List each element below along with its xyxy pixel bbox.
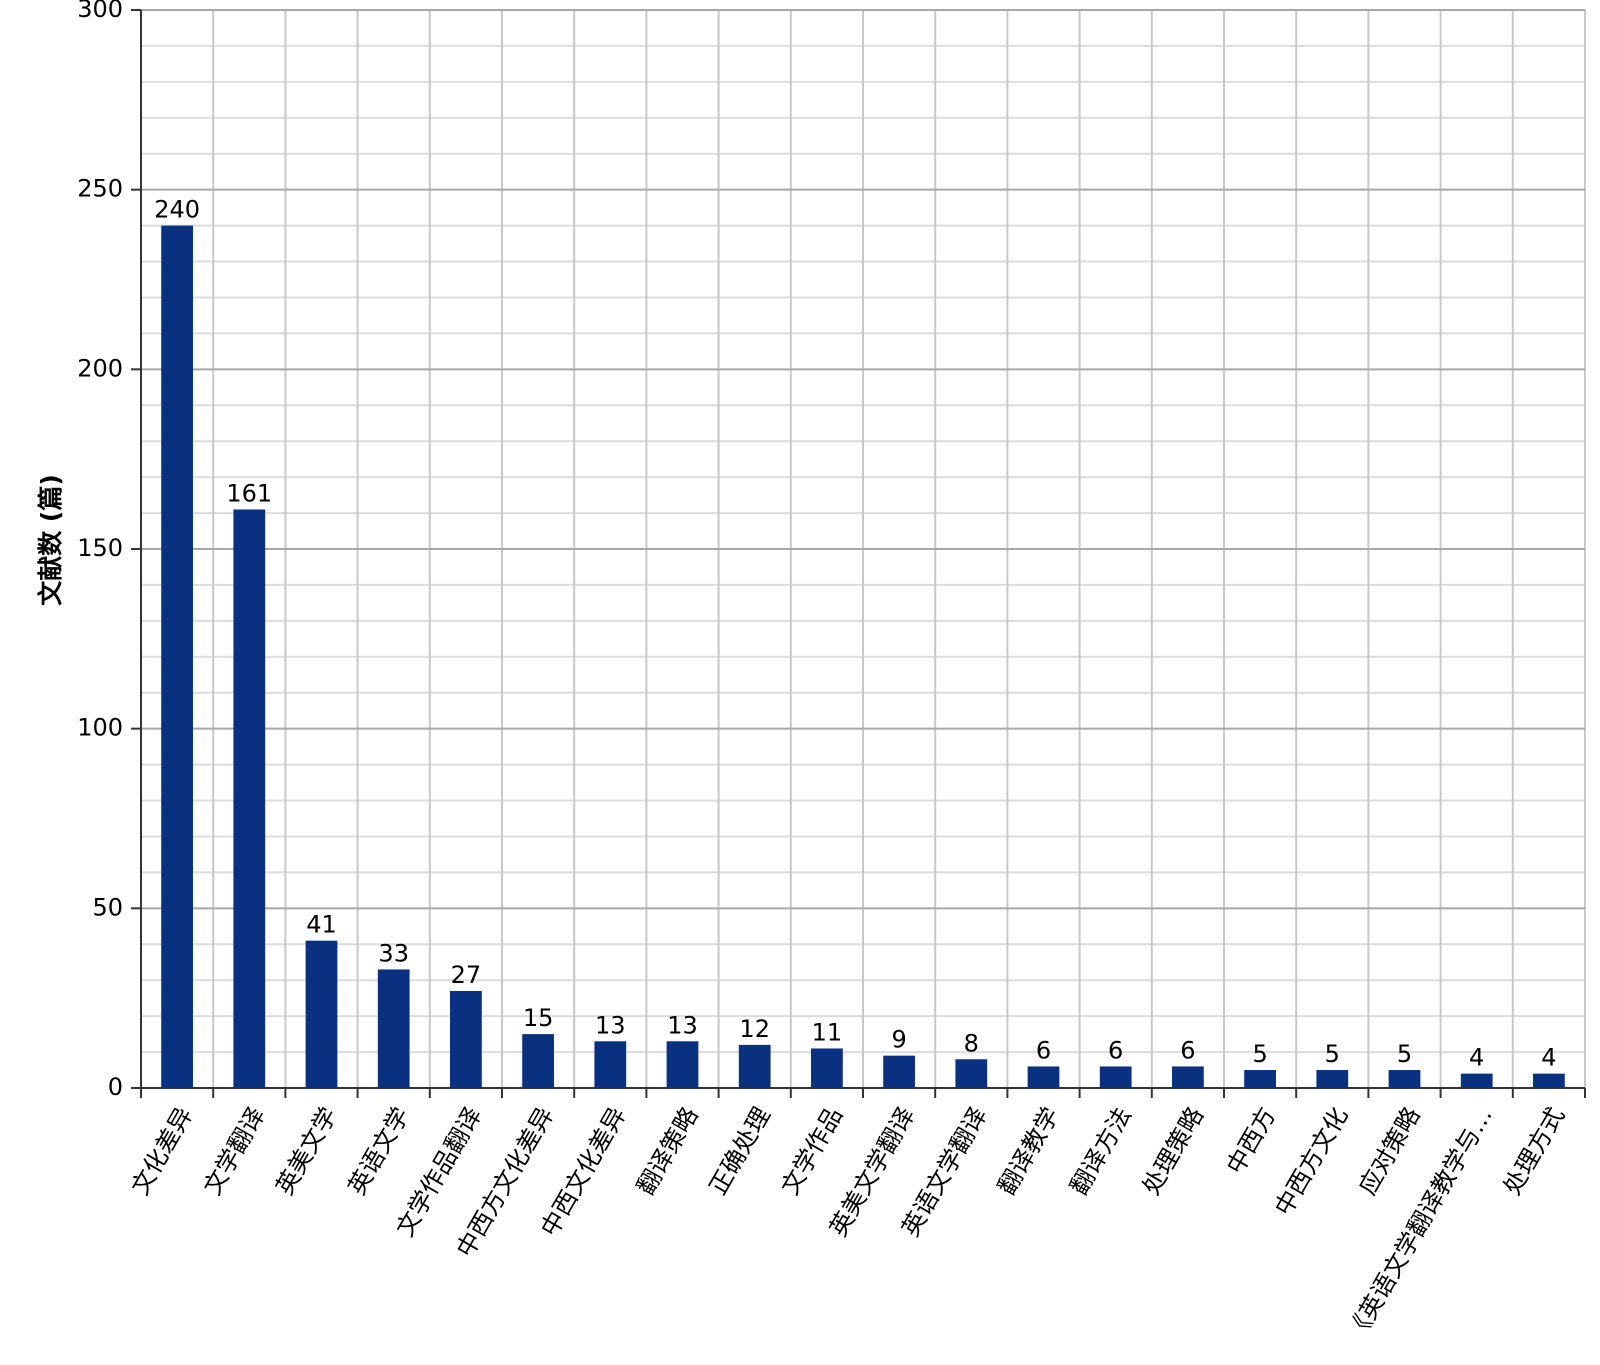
- value-label: 41: [306, 911, 337, 939]
- bar: [738, 1044, 771, 1088]
- value-label: 5: [1325, 1040, 1340, 1068]
- value-label: 6: [1036, 1036, 1051, 1064]
- bar: [594, 1041, 627, 1088]
- bar: [1533, 1073, 1565, 1088]
- x-tick-label: 翻译方法: [1065, 1103, 1137, 1200]
- y-tick-label: 0: [108, 1073, 123, 1101]
- value-label: 9: [891, 1026, 906, 1054]
- bar: [522, 1034, 554, 1088]
- value-label: 13: [595, 1011, 626, 1039]
- value-label: 5: [1252, 1040, 1267, 1068]
- y-tick-label: 300: [77, 0, 123, 23]
- bar: [811, 1048, 843, 1088]
- value-label: 15: [523, 1004, 554, 1032]
- value-label: 27: [451, 961, 482, 989]
- value-label: 8: [964, 1029, 979, 1057]
- bar: [305, 940, 338, 1088]
- y-tick-label: 100: [77, 714, 123, 742]
- x-tick-label: 英语文学: [343, 1103, 415, 1200]
- bar: [1172, 1066, 1204, 1088]
- x-tick-label: 处理方式: [1498, 1103, 1570, 1200]
- bar: [955, 1059, 988, 1088]
- value-label: 6: [1180, 1036, 1195, 1064]
- x-tick-label: 文化差异: [126, 1103, 198, 1200]
- x-tick-label: 正确处理: [704, 1103, 776, 1200]
- value-label: 33: [378, 939, 409, 967]
- x-tick-label: 中西方: [1221, 1103, 1281, 1179]
- bar: [450, 990, 482, 1088]
- bar: [161, 225, 193, 1089]
- x-tick-label: 应对策略: [1354, 1103, 1426, 1200]
- x-tick-label: 处理策略: [1137, 1103, 1209, 1200]
- x-tick-label: 中西方文化: [1269, 1103, 1353, 1221]
- x-tick-label: 英美文学: [271, 1103, 343, 1200]
- value-label: 6: [1108, 1036, 1123, 1064]
- bar: [1316, 1070, 1349, 1088]
- value-label: 13: [667, 1011, 698, 1039]
- y-tick-label: 250: [77, 175, 123, 203]
- bar: [1460, 1073, 1493, 1088]
- value-label: 5: [1397, 1040, 1412, 1068]
- bar: [883, 1055, 915, 1088]
- y-tick-label: 150: [77, 534, 123, 562]
- x-tick-label: 文学翻译: [198, 1103, 270, 1200]
- y-tick-label: 200: [77, 354, 123, 382]
- x-tick-label: 文学作品: [776, 1103, 848, 1200]
- y-axis-label: 文献数 (篇): [36, 474, 65, 606]
- bar: [1388, 1070, 1421, 1088]
- bar: [233, 509, 266, 1088]
- y-tick-label: 50: [92, 893, 123, 921]
- bar: [1244, 1070, 1276, 1088]
- value-label: 11: [812, 1018, 843, 1046]
- x-tick-label: 翻译教学: [993, 1103, 1065, 1200]
- value-label: 240: [154, 196, 200, 224]
- value-label: 4: [1469, 1044, 1484, 1072]
- value-label: 12: [739, 1015, 770, 1043]
- bar: [377, 969, 410, 1088]
- x-tick-label: 《英语文学翻译教学与…: [1342, 1103, 1498, 1346]
- value-label: 4: [1541, 1044, 1556, 1072]
- bar: [1027, 1066, 1060, 1088]
- bar: [666, 1041, 699, 1088]
- value-label: 161: [226, 479, 272, 507]
- bar: [1099, 1066, 1132, 1088]
- x-tick-label: 翻译策略: [632, 1103, 704, 1200]
